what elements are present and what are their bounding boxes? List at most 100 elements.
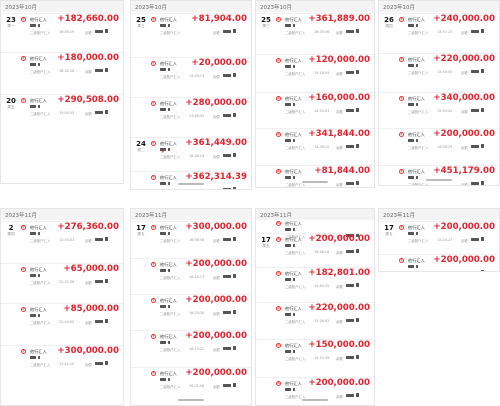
transaction-time: 12:44:55 xyxy=(59,320,75,324)
transfer-icon: ¥ xyxy=(276,169,281,174)
transaction-row[interactable]: 23 周一 ¥ 他行汇入 +182,660.00 二级账户汇入 16:56:19 余额 xyxy=(1,13,123,52)
counterparty-name: 他行汇入 xyxy=(408,17,425,22)
balance-label: 余额 xyxy=(336,72,343,76)
transaction-row[interactable]: 25 周三 ¥ 他行汇入 +361,889.00 二级账户汇入 16:35:46 余额 xyxy=(256,13,374,53)
redacted-block xyxy=(223,74,231,77)
redacted-block xyxy=(408,139,414,142)
amount: +182,660.00 xyxy=(57,14,119,24)
transaction-time: 16:36:24 xyxy=(189,154,205,158)
transfer-icon: ¥ xyxy=(276,132,281,137)
redacted-block xyxy=(293,350,295,353)
redacted-block xyxy=(223,188,231,189)
transaction-row[interactable]: ¥ 他行汇入 +280,000.00 二级账户汇入 13:48:42 余额 xyxy=(131,97,251,139)
transfer-icon: ¥ xyxy=(151,371,156,376)
transaction-row[interactable]: ¥ 他行汇入 +81,844.00 二级账户汇入 余额 xyxy=(256,165,374,187)
transaction-row[interactable]: 2 周四 ¥ 他行汇入 +276,360.00 二级账户汇入 12:53:03 余额 xyxy=(1,221,123,255)
transaction-row[interactable]: ¥ 他行汇入 +200,000.00 二级账户汇入 16:13:22 余额 xyxy=(131,330,251,371)
counterparty-name: 他行汇入 xyxy=(285,306,302,311)
transaction-row[interactable]: ¥ 他行汇入 +182,801.00 二级账户汇入 15:45:35 余额 xyxy=(256,267,374,305)
statement-screenshot-7: 2023年11月 ¥ 他行汇入 二级账户汇入 16:41:51 余额 17 周五 ¥ 他行汇入 +2… xyxy=(255,208,375,406)
transaction-row[interactable]: ¥ 他行汇入 +200,000.00 二级账户汇入 16:20:30 余额 xyxy=(131,294,251,335)
day-number: 20 xyxy=(6,97,16,105)
transaction-row[interactable]: ¥ 他行汇入 +180,000.00 二级账户汇入 16:32:28 余额 xyxy=(1,52,123,91)
statement-screenshot-2: 2023年10月 25 周三 ¥ 他行汇入 +81,904.00 二级账户汇入 余额 ¥ 他行汇入… xyxy=(130,0,252,190)
transaction-row[interactable]: ¥ 他行汇入 +362,314.39 二级账户汇入 余额 xyxy=(131,171,251,189)
transaction-row[interactable]: 17 周五 ¥ 他行汇入 +200,000.00 二级账户汇入 16:48:18 余额 xyxy=(256,233,374,271)
transfer-icon: ¥ xyxy=(21,225,26,230)
channel-label: 二级账户汇入 xyxy=(160,276,181,280)
redacted-block xyxy=(346,30,354,33)
transaction-row[interactable]: ¥ 他行汇入 +220,000.00 二级账户汇入 15:44:55 余额 xyxy=(379,53,499,89)
transfer-icon: ¥ xyxy=(276,306,281,311)
transaction-row[interactable]: ¥ 他行汇入 二级账户汇入 16:41:51 余额 xyxy=(256,217,374,255)
transaction-time: 15:06:57 xyxy=(437,271,452,272)
transaction-row[interactable]: ¥ 他行汇入 +341,844.00 二级账户汇入 14:36:10 余额 xyxy=(256,128,374,168)
stamp-mark: ♥ xyxy=(161,149,165,154)
date-label: 24 周二 xyxy=(134,140,148,152)
amount: +200,000.00 xyxy=(185,368,247,378)
channel-label: 二级账户汇入 xyxy=(160,239,181,243)
redacted-block xyxy=(481,270,484,271)
redacted-block xyxy=(168,108,170,111)
day-number: 25 xyxy=(136,16,146,24)
redacted-block xyxy=(223,384,231,387)
amount: +200,000.00 xyxy=(433,129,495,139)
redacted-block xyxy=(346,109,354,112)
transaction-row[interactable]: ¥ 他行汇入 +340,000.00 二级账户汇入 15:20:42 余额 xyxy=(379,92,499,128)
redacted-block xyxy=(346,319,354,322)
counterparty-name: 他行汇入 xyxy=(160,61,177,66)
transaction-row[interactable]: ¥ 他行汇入 +220,000.00 二级账户汇入 15:26:42 余额 xyxy=(256,302,374,340)
redacted-block xyxy=(293,24,295,27)
transaction-row[interactable]: 24 周二 ¥ 他行汇入 +361,449.00 二级账户汇入 16:36:24 余额 xyxy=(131,137,251,179)
redacted-block xyxy=(416,103,418,106)
counterparty-name: 他行汇入 xyxy=(30,349,47,354)
amount: +276,360.00 xyxy=(57,222,119,232)
transaction-row[interactable]: ¥ 他行汇入 +200,000.00 二级账户汇入 15:06:57 余额 xyxy=(379,254,499,272)
redacted-block xyxy=(285,139,291,142)
redacted-block xyxy=(293,228,295,231)
redacted-block xyxy=(168,269,170,272)
transaction-row[interactable]: 20 周五 ¥ 他行汇入 +290,508.00 二级账户汇入 15:04:55 余额 xyxy=(1,94,123,133)
transaction-row[interactable]: ¥ 他行汇入 +150,000.00 二级账户汇入 15:15:39 余额 xyxy=(256,339,374,377)
transaction-row[interactable]: ¥ 他行汇入 +85,000.00 二级账户汇入 12:44:55 余额 xyxy=(1,303,123,337)
month-header: 2023年10月 xyxy=(256,1,374,12)
amount: +240,000.00 xyxy=(433,14,495,24)
counterparty-name: 他行汇入 xyxy=(285,221,302,226)
redacted-block xyxy=(481,69,484,73)
transaction-row[interactable]: 17 周五 ¥ 他行汇入 +300,000.00 二级账户汇入 16:56:58 余额 xyxy=(131,221,251,262)
transaction-row[interactable]: ¥ 他行汇入 +200,000.00 二级账户汇入 16:01:08 余额 xyxy=(131,367,251,405)
transaction-row[interactable]: ¥ 他行汇入 +200,000.00 二级账户汇入 16:25:17 余额 xyxy=(131,258,251,299)
transfer-icon: ¥ xyxy=(399,225,404,230)
transaction-row[interactable]: ¥ 他行汇入 +451,179.00 二级账户汇入 余额 xyxy=(379,165,499,185)
redacted-block xyxy=(346,356,354,359)
balance-label: 余额 xyxy=(461,31,468,35)
transaction-row[interactable]: 26 周四 ¥ 他行汇入 +240,000.00 二级账户汇入 15:57:25 余额 xyxy=(379,13,499,49)
transaction-row[interactable]: ¥ 他行汇入 +200,000.00 二级账户汇入 余额 xyxy=(256,377,374,405)
amount: +200,000.00 xyxy=(185,295,247,305)
amount: +150,000.00 xyxy=(308,340,370,350)
transaction-row[interactable]: ¥ 他行汇入 +160,000.00 二级账户汇入 14:33:23 余额 xyxy=(256,92,374,132)
transaction-time: 15:57:25 xyxy=(437,30,453,34)
counterparty-name: 他行汇入 xyxy=(408,132,425,137)
transaction-row[interactable]: 25 周三 ¥ 他行汇入 +81,904.00 二级账户汇入 余额 xyxy=(131,13,251,55)
redacted-block xyxy=(285,244,291,247)
counterparty-name: 他行汇入 xyxy=(160,262,177,267)
date-label: 26 周四 xyxy=(382,16,396,28)
transaction-row[interactable]: ¥ 他行汇入 +20,000.00 二级账户汇入 14:39:13 余额 xyxy=(131,57,251,99)
redacted-block xyxy=(416,24,418,27)
redacted-block xyxy=(30,274,36,277)
transaction-row[interactable]: ¥ 他行汇入 +300,000.00 二级账户汇入 12:41:10 余额 xyxy=(1,345,123,379)
transaction-row[interactable]: ¥ 他行汇入 +120,000.00 二级账户汇入 14:18:54 余额 xyxy=(256,54,374,94)
transaction-row[interactable]: ¥ 他行汇入 +65,000.00 二级账户汇入 12:52:38 余额 xyxy=(1,263,123,297)
transaction-row[interactable]: 17 周五 ¥ 他行汇入 +200,000.00 二级账户汇入 15:20:27 余额 xyxy=(379,221,499,257)
redacted-block xyxy=(30,24,36,27)
transfer-icon: ¥ xyxy=(399,57,404,62)
balance-label: 余额 xyxy=(213,385,220,389)
amount: +220,000.00 xyxy=(433,54,495,64)
transfer-icon: ¥ xyxy=(21,307,26,312)
balance-label: 余额 xyxy=(336,251,343,255)
transfer-icon: ¥ xyxy=(276,58,281,63)
balance-label: 余额 xyxy=(213,312,220,316)
balance-label: 余额 xyxy=(85,239,92,243)
transaction-row[interactable]: ¥ 他行汇入 +200,000.00 二级账户汇入 14:58:29 余额 xyxy=(379,128,499,164)
